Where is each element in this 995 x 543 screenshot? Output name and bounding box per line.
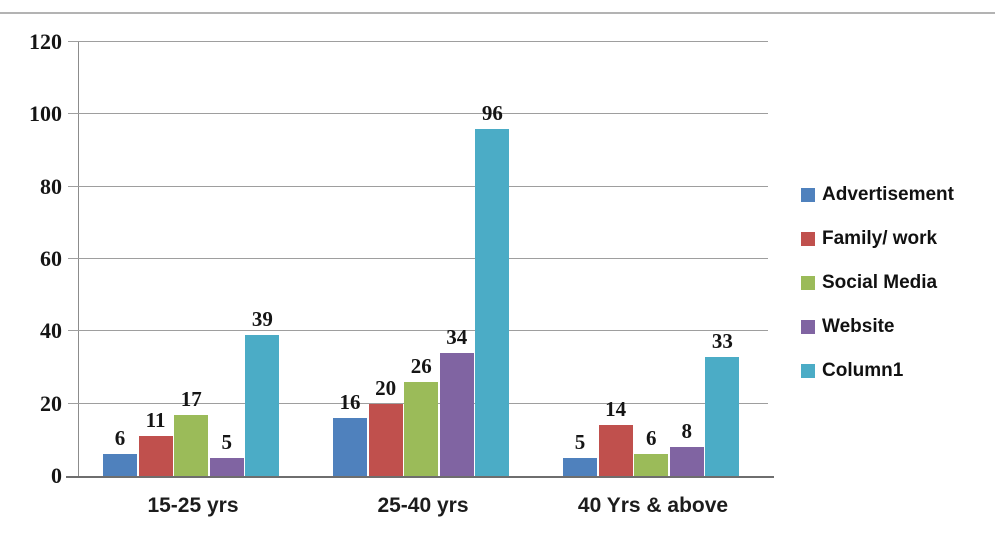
- bar-social-media-1: [404, 381, 439, 476]
- bar-website-1: [439, 353, 474, 476]
- y-axis-line: [78, 42, 79, 476]
- bar-value-label: 34: [446, 325, 468, 350]
- bar-family-work-2: [598, 425, 633, 476]
- legend-swatch: [801, 320, 815, 334]
- bar-social-media-2: [634, 454, 669, 476]
- bar-value-label: 11: [145, 408, 166, 433]
- bar-value-label: 20: [375, 375, 397, 400]
- x-category-label: 25-40 yrs: [377, 494, 469, 517]
- x-category-label: 40 Yrs & above: [577, 494, 729, 517]
- bar-value-label: 16: [339, 390, 361, 415]
- gridline-120: [68, 41, 768, 42]
- bar-value-label: 6: [114, 426, 126, 451]
- bar-value-label: 39: [251, 306, 273, 331]
- gridline-60: [68, 258, 768, 259]
- bar-social-media-0: [174, 414, 209, 476]
- legend-item: Website: [801, 316, 954, 337]
- y-tick-label: 80: [40, 173, 62, 199]
- bar-family-work-1: [368, 403, 403, 476]
- bar-value-label: 14: [605, 397, 627, 422]
- bar-value-label: 17: [180, 386, 202, 411]
- legend-swatch: [801, 188, 815, 202]
- bar-value-label: 6: [645, 426, 657, 451]
- y-tick-label: 20: [40, 390, 62, 416]
- bar-column1-1: [475, 128, 510, 476]
- bar-value-label: 8: [681, 419, 693, 444]
- bar-column1-0: [245, 334, 280, 476]
- legend-label: Social Media: [822, 272, 938, 293]
- bar-website-0: [209, 457, 244, 476]
- bar-value-label: 5: [574, 429, 586, 454]
- bar-website-2: [669, 447, 704, 476]
- legend-swatch: [801, 364, 815, 378]
- bar-value-label: 33: [711, 328, 733, 353]
- bar-advertisement-2: [563, 457, 597, 476]
- legend-swatch: [801, 276, 815, 290]
- bar-advertisement-0: [103, 454, 137, 476]
- legend-item: Family/ work: [801, 228, 954, 249]
- y-tick-label: 40: [40, 318, 62, 344]
- legend-item: Advertisement: [801, 184, 954, 205]
- legend-swatch: [801, 232, 815, 246]
- legend-label: Website: [822, 316, 895, 337]
- x-axis-line: [66, 476, 774, 478]
- legend-item: Social Media: [801, 272, 954, 293]
- bar-family-work-0: [138, 436, 173, 476]
- plot-area: 6 11 17 5 39 16 20 26 34 96 5 14 6 8 33: [66, 41, 774, 478]
- page-top-border: [0, 12, 995, 14]
- bar-value-label: 96: [481, 100, 503, 125]
- legend-label: Column1: [822, 360, 904, 381]
- y-tick-label: 100: [29, 101, 62, 127]
- gridline-100: [68, 113, 768, 115]
- bar-value-label: 26: [410, 353, 432, 378]
- legend-label: Advertisement: [822, 184, 954, 205]
- bar-advertisement-1: [333, 418, 367, 476]
- y-tick-label: 60: [40, 246, 62, 271]
- y-tick-label: 120: [29, 29, 62, 54]
- x-category-label: 15-25 yrs: [147, 494, 239, 517]
- legend-label: Family/ work: [822, 228, 938, 249]
- legend: Advertisement Family/ work Social Media Web…: [801, 184, 954, 404]
- y-tick-label: 0: [51, 463, 62, 488]
- gridline-80: [68, 185, 768, 187]
- bar-value-label: 5: [221, 429, 233, 454]
- legend-item: Column1: [801, 360, 954, 381]
- bar-column1-2: [705, 356, 740, 476]
- gridline-40: [68, 330, 768, 332]
